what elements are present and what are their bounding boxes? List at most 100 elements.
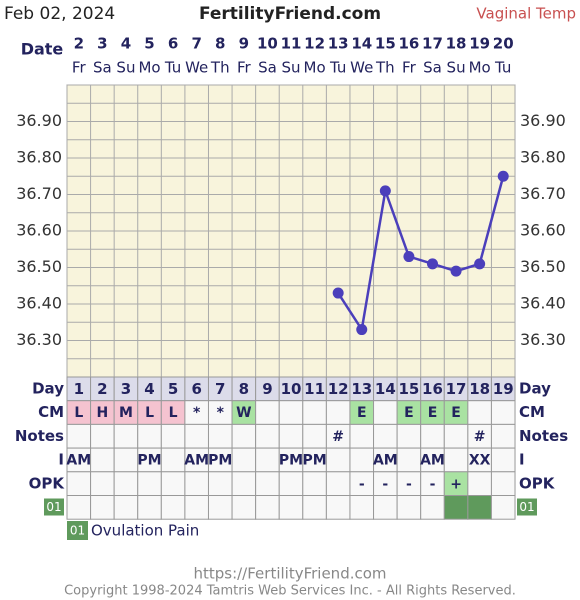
cell-text: E (451, 405, 461, 421)
table-cell (490, 495, 516, 520)
table-cell (278, 495, 304, 520)
table-cell (160, 471, 186, 496)
cell-text: E (357, 405, 367, 421)
table-cell (231, 495, 257, 520)
cell-text: 16 (422, 380, 443, 398)
footer-url: https://FertilityFriend.com (193, 565, 386, 583)
table-cell (231, 447, 257, 473)
table-cell (66, 495, 92, 520)
table-cell (349, 495, 375, 520)
table-cell (302, 471, 327, 496)
site-name: FertilityFriend.com (199, 4, 381, 24)
y-tick-label: 36.60 (16, 221, 62, 240)
table-cell (160, 495, 186, 520)
table-cell (90, 423, 115, 449)
table-cell (396, 447, 422, 473)
cell-text: - (430, 476, 436, 492)
table-cell (349, 447, 375, 473)
weekday-label: Th (210, 59, 230, 77)
row-label: Day (32, 380, 64, 398)
date-label: 16 (398, 35, 419, 53)
y-tick-label: 36.80 (16, 148, 62, 167)
row-label-right: CM (519, 403, 545, 421)
y-tick-label-right: 36.50 (520, 257, 566, 276)
temp-type: Vaginal Temp (476, 5, 576, 23)
y-tick-label-right: 36.40 (520, 294, 566, 313)
table-cell (490, 447, 516, 473)
table-cell (66, 423, 92, 449)
row-label-right: Notes (519, 427, 568, 445)
date-label: 12 (304, 35, 325, 53)
table-cell (443, 495, 469, 520)
temp-point (332, 287, 344, 299)
table-cell (184, 495, 209, 520)
table-cell (90, 471, 115, 496)
cell-text: 13 (351, 380, 372, 398)
y-tick-label: 36.50 (16, 257, 62, 276)
weekday-label: We (350, 59, 373, 77)
y-tick-label-right: 36.60 (520, 221, 566, 240)
table-cell (255, 471, 280, 496)
cell-text: + (450, 476, 462, 492)
date-label: 2 (74, 35, 84, 53)
cell-text: AM (66, 453, 91, 469)
table-cell (325, 471, 351, 496)
cell-text: PM (279, 453, 303, 469)
cell-text: XX (469, 453, 491, 469)
weekday-label: Tu (494, 59, 511, 77)
temp-point (450, 265, 462, 277)
date-label: 10 (257, 35, 278, 53)
y-tick-label: 36.70 (16, 184, 62, 203)
table-cell (184, 423, 209, 449)
date-label: 18 (446, 35, 467, 53)
table-cell (443, 423, 469, 449)
table-cell (325, 447, 351, 473)
cell-text: AM (373, 453, 398, 469)
weekday-label: Mo (138, 59, 160, 77)
weekday-label: Th (375, 59, 395, 77)
table-cell (349, 423, 375, 449)
cell-text: 14 (375, 380, 396, 398)
cell-text: 1 (74, 380, 84, 398)
weekday-label: Tu (329, 59, 346, 77)
y-tick-label: 36.30 (16, 330, 62, 349)
cell-text: E (428, 405, 438, 421)
row-label: Notes (15, 427, 64, 445)
date-label: 8 (215, 35, 225, 53)
date-label: 17 (422, 35, 443, 53)
table-cell (373, 423, 398, 449)
table-cell (467, 400, 492, 425)
row-label-right: Day (519, 380, 551, 398)
table-cell (255, 400, 280, 425)
cell-text: E (404, 405, 414, 421)
y-tick-label: 36.40 (16, 294, 62, 313)
weekday-label: Mo (469, 59, 491, 77)
cell-text: 19 (493, 380, 514, 398)
cell-text: AM (184, 453, 209, 469)
table-cell (137, 495, 162, 520)
row-label-right: 01 (519, 500, 534, 514)
table-cell (325, 495, 351, 520)
table-cell (396, 423, 422, 449)
y-tick-label-right: 36.70 (520, 184, 566, 203)
temp-point (426, 258, 438, 270)
cell-text: 15 (398, 380, 419, 398)
table-cell (113, 423, 139, 449)
table-cell (231, 423, 257, 449)
cell-text: 3 (121, 380, 131, 398)
table-cell (490, 400, 516, 425)
date-label: 4 (121, 35, 131, 53)
table-cell (66, 471, 92, 496)
weekday-label: Su (116, 59, 135, 77)
temp-point (356, 324, 368, 336)
date-label: 19 (469, 35, 490, 53)
temp-point (474, 258, 486, 270)
weekday-label: Fr (402, 59, 417, 77)
cell-text: L (145, 405, 154, 421)
cell-text: 8 (239, 380, 249, 398)
table-cell (302, 423, 327, 449)
table-cell (373, 495, 398, 520)
row-label-right: I (519, 451, 525, 469)
cell-text: - (382, 476, 388, 492)
date-label: 7 (191, 35, 201, 53)
